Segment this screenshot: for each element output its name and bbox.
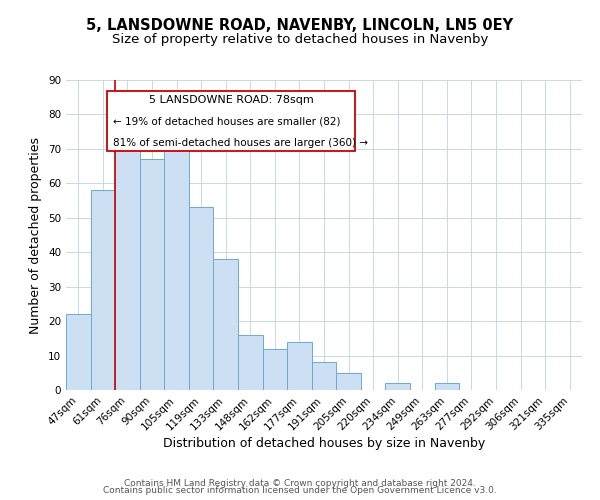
Bar <box>66 314 91 390</box>
Bar <box>164 132 189 390</box>
Bar <box>287 342 312 390</box>
Bar <box>263 348 287 390</box>
Bar <box>214 259 238 390</box>
Bar <box>385 383 410 390</box>
Bar <box>434 383 459 390</box>
Text: ← 19% of detached houses are smaller (82): ← 19% of detached houses are smaller (82… <box>113 116 341 126</box>
Text: 5, LANSDOWNE ROAD, NAVENBY, LINCOLN, LN5 0EY: 5, LANSDOWNE ROAD, NAVENBY, LINCOLN, LN5… <box>86 18 514 32</box>
Text: Contains public sector information licensed under the Open Government Licence v3: Contains public sector information licen… <box>103 486 497 495</box>
Bar <box>336 373 361 390</box>
Text: Contains HM Land Registry data © Crown copyright and database right 2024.: Contains HM Land Registry data © Crown c… <box>124 478 476 488</box>
Text: Size of property relative to detached houses in Navenby: Size of property relative to detached ho… <box>112 32 488 46</box>
Y-axis label: Number of detached properties: Number of detached properties <box>29 136 43 334</box>
Bar <box>91 190 115 390</box>
FancyBboxPatch shape <box>107 91 355 152</box>
Text: 81% of semi-detached houses are larger (360) →: 81% of semi-detached houses are larger (… <box>113 138 368 147</box>
Text: 5 LANSDOWNE ROAD: 78sqm: 5 LANSDOWNE ROAD: 78sqm <box>149 94 313 104</box>
X-axis label: Distribution of detached houses by size in Navenby: Distribution of detached houses by size … <box>163 438 485 450</box>
Bar <box>312 362 336 390</box>
Bar <box>115 149 140 390</box>
Bar <box>189 208 214 390</box>
Bar <box>238 335 263 390</box>
Bar <box>140 159 164 390</box>
